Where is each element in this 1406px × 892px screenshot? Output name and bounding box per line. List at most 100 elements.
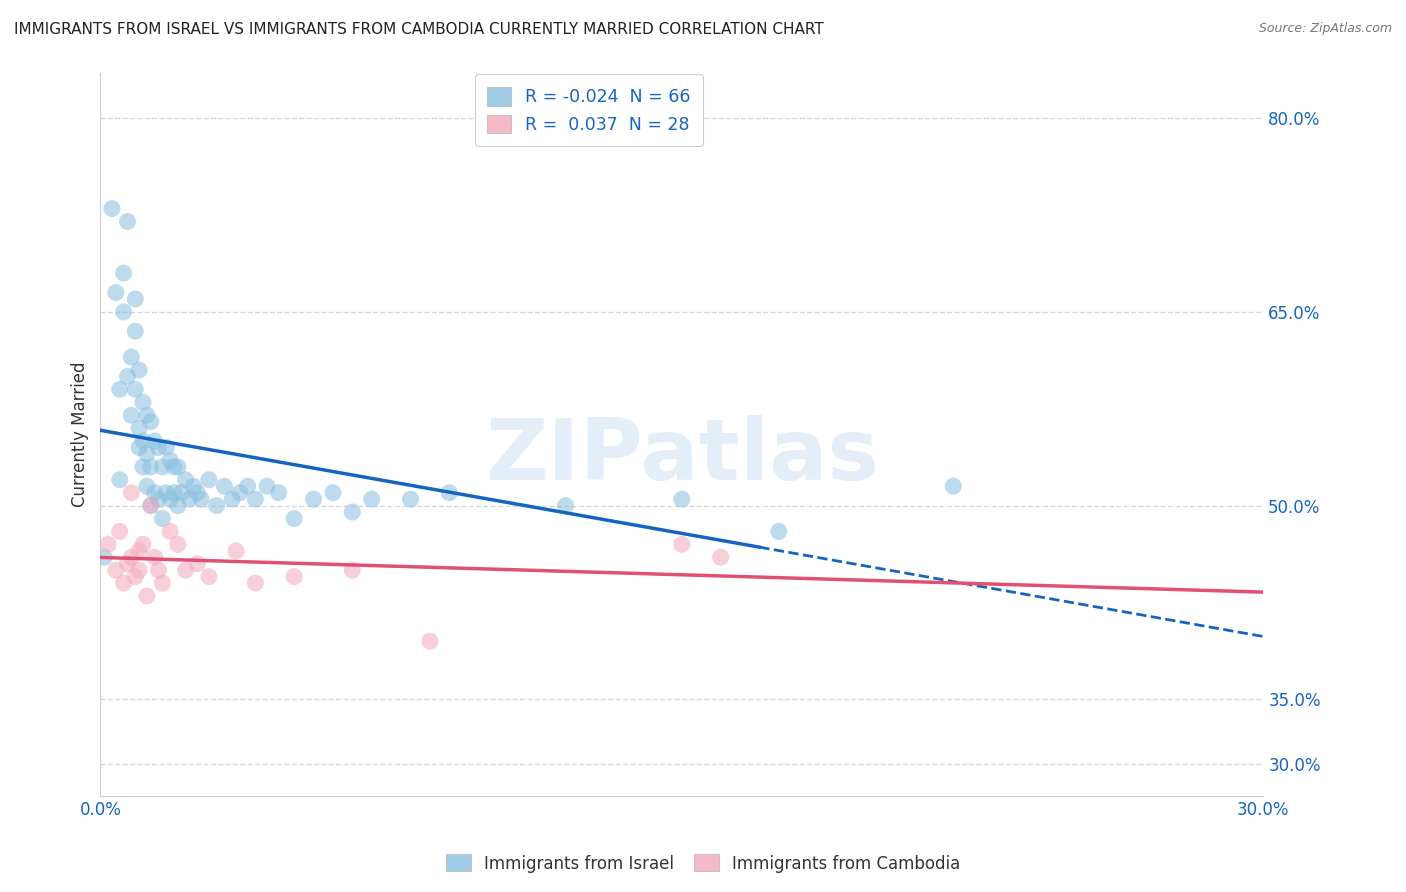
Point — [148, 563, 170, 577]
Point — [671, 492, 693, 507]
Point — [128, 543, 150, 558]
Point — [128, 563, 150, 577]
Point — [120, 350, 142, 364]
Point — [214, 479, 236, 493]
Point — [143, 550, 166, 565]
Point — [229, 485, 252, 500]
Y-axis label: Currently Married: Currently Married — [72, 362, 89, 508]
Point — [190, 492, 212, 507]
Point — [186, 485, 208, 500]
Point — [283, 511, 305, 525]
Point — [179, 492, 201, 507]
Point — [97, 537, 120, 551]
Point — [120, 408, 142, 422]
Point — [124, 383, 146, 397]
Point — [135, 447, 157, 461]
Point — [150, 459, 173, 474]
Point — [710, 550, 733, 565]
Legend: Immigrants from Israel, Immigrants from Cambodia: Immigrants from Israel, Immigrants from … — [439, 847, 967, 880]
Point — [112, 266, 135, 280]
Point — [108, 473, 131, 487]
Point — [124, 324, 146, 338]
Point — [283, 569, 305, 583]
Point — [399, 492, 422, 507]
Point — [101, 202, 124, 216]
Point — [245, 492, 267, 507]
Point — [554, 499, 576, 513]
Point — [139, 459, 162, 474]
Point — [150, 576, 173, 591]
Point — [671, 537, 693, 551]
Point — [174, 473, 197, 487]
Point — [124, 292, 146, 306]
Point — [132, 395, 155, 409]
Point — [112, 305, 135, 319]
Point — [225, 543, 247, 558]
Point — [108, 524, 131, 539]
Point — [120, 550, 142, 565]
Point — [143, 434, 166, 448]
Point — [143, 485, 166, 500]
Point — [135, 479, 157, 493]
Point — [159, 453, 181, 467]
Point — [163, 459, 186, 474]
Point — [245, 576, 267, 591]
Point — [170, 485, 193, 500]
Point — [322, 485, 344, 500]
Point — [256, 479, 278, 493]
Point — [167, 499, 190, 513]
Point — [163, 485, 186, 500]
Point — [128, 421, 150, 435]
Point — [124, 569, 146, 583]
Point — [132, 434, 155, 448]
Point — [186, 557, 208, 571]
Point — [135, 408, 157, 422]
Point — [342, 505, 364, 519]
Point — [768, 524, 790, 539]
Point — [155, 485, 177, 500]
Point — [104, 563, 127, 577]
Point — [150, 511, 173, 525]
Point — [139, 415, 162, 429]
Point — [419, 634, 441, 648]
Point — [205, 499, 228, 513]
Point — [439, 485, 461, 500]
Point — [128, 441, 150, 455]
Text: IMMIGRANTS FROM ISRAEL VS IMMIGRANTS FROM CAMBODIA CURRENTLY MARRIED CORRELATION: IMMIGRANTS FROM ISRAEL VS IMMIGRANTS FRO… — [14, 22, 824, 37]
Point — [342, 563, 364, 577]
Text: Source: ZipAtlas.com: Source: ZipAtlas.com — [1258, 22, 1392, 36]
Point — [117, 557, 139, 571]
Point — [942, 479, 965, 493]
Point — [128, 363, 150, 377]
Point — [159, 524, 181, 539]
Legend: R = -0.024  N = 66, R =  0.037  N = 28: R = -0.024 N = 66, R = 0.037 N = 28 — [475, 74, 703, 146]
Point — [93, 550, 115, 565]
Point — [174, 563, 197, 577]
Text: ZIPatlas: ZIPatlas — [485, 415, 879, 498]
Point — [198, 569, 221, 583]
Point — [148, 492, 170, 507]
Point — [132, 459, 155, 474]
Point — [135, 589, 157, 603]
Point — [120, 485, 142, 500]
Point — [167, 459, 190, 474]
Point — [360, 492, 382, 507]
Point — [117, 369, 139, 384]
Point — [236, 479, 259, 493]
Point — [108, 383, 131, 397]
Point — [221, 492, 243, 507]
Point — [267, 485, 290, 500]
Point — [117, 214, 139, 228]
Point — [159, 492, 181, 507]
Point — [139, 499, 162, 513]
Point — [167, 537, 190, 551]
Point — [132, 537, 155, 551]
Point — [139, 499, 162, 513]
Point — [155, 441, 177, 455]
Point — [302, 492, 325, 507]
Point — [198, 473, 221, 487]
Point — [183, 479, 205, 493]
Point — [104, 285, 127, 300]
Point — [148, 441, 170, 455]
Point — [112, 576, 135, 591]
